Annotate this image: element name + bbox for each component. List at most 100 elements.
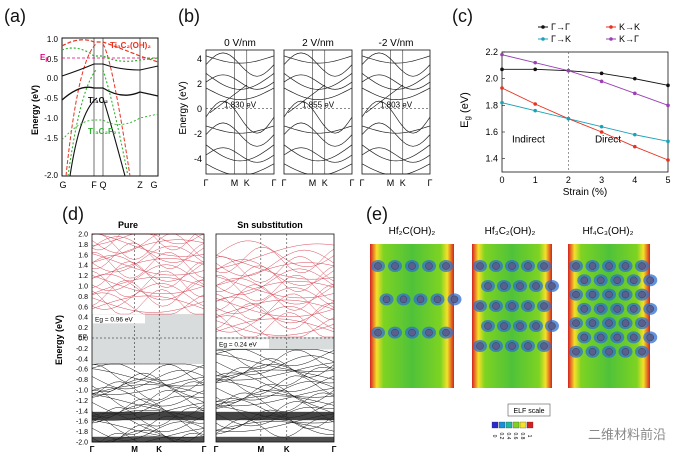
- d-conduction-band: [215, 312, 334, 338]
- atom: [508, 342, 516, 350]
- d-valence-band: [215, 392, 335, 412]
- d-conduction-band: [91, 270, 205, 298]
- c-legend-marker: [541, 25, 545, 29]
- d-ytick: -2.0: [76, 440, 88, 447]
- d-ytick: 0.8: [78, 294, 88, 301]
- atom: [572, 348, 580, 356]
- d-valence-band: [91, 384, 205, 395]
- d-valence-band: [215, 388, 335, 407]
- b-band: [361, 87, 431, 100]
- elf-scale-swatch: [512, 421, 520, 429]
- d-gap-label-bg: [93, 314, 145, 324]
- b-ytick: 0: [197, 104, 202, 114]
- d-ytick: -1.2: [76, 398, 88, 405]
- b-xtick: Γ: [428, 178, 433, 188]
- c-point: [566, 116, 571, 121]
- b-subplot-title: 0 V/nm: [224, 38, 256, 49]
- d-xtick: Γ: [332, 445, 337, 454]
- d-ef-label: EF: [78, 334, 87, 341]
- d-dense-bands: [92, 436, 204, 442]
- panel-label-e: (e): [366, 204, 388, 224]
- d-conduction-band: [215, 318, 335, 333]
- d-xtick: K: [284, 445, 290, 454]
- atom: [508, 302, 516, 310]
- atom: [588, 290, 597, 299]
- c-xtick: 3: [599, 175, 604, 185]
- d-ytick: 0.4: [78, 315, 88, 322]
- d-left-title: Pure: [118, 220, 138, 230]
- d-valence-band: [215, 395, 335, 406]
- panel-c: (c) Eg (eV) 1.4 1.6 1.8 2.0 2.2 0 1 2 3 4 5 Strain …: [440, 0, 681, 200]
- elf-scale-swatch: [526, 421, 534, 429]
- panel-label-a: (a): [4, 6, 26, 26]
- b-band: [361, 125, 431, 134]
- b-band: [205, 144, 275, 162]
- d-valence-band: [91, 395, 205, 415]
- b-xtick: K: [322, 178, 328, 188]
- b-band: [283, 52, 353, 77]
- b-band: [283, 147, 353, 163]
- b-xtick: Γ: [282, 178, 287, 188]
- d-ytick: -1.6: [76, 419, 88, 426]
- d-frame: [91, 233, 205, 443]
- d-conduction-band: [91, 283, 205, 310]
- a-ef-label: EF: [40, 53, 49, 64]
- d-ytick: 2.0: [78, 232, 88, 239]
- b-band: [361, 163, 431, 175]
- atom: [476, 302, 484, 310]
- a-xtick: Q: [99, 180, 106, 190]
- elf-scale-swatch: [491, 421, 499, 429]
- b-band: [361, 144, 431, 162]
- d-conduction-band: [215, 302, 335, 330]
- d-xtick: M: [131, 445, 138, 454]
- atom: [621, 262, 630, 270]
- atom: [408, 262, 416, 270]
- b-xtick: Γ: [272, 178, 277, 188]
- c-ytick: 2.0: [485, 74, 498, 84]
- d-valence-band: [215, 349, 335, 367]
- a-ytick: -2.0: [44, 171, 58, 180]
- b-band: [283, 122, 353, 147]
- d-valence-band: [215, 389, 335, 409]
- d-valence-band: [215, 358, 335, 378]
- d-valence-band: [91, 368, 205, 387]
- atom: [484, 322, 492, 330]
- b-band: [283, 125, 353, 134]
- atom: [492, 302, 500, 310]
- atom: [630, 305, 638, 313]
- c-series-line: [501, 102, 669, 142]
- c-series-line: [501, 87, 669, 161]
- d-ytick: -1.0: [76, 388, 88, 395]
- atom: [638, 290, 646, 299]
- d-conduction-band: [91, 253, 205, 276]
- d-conduction-band: [92, 233, 205, 245]
- d-ytick: 0.6: [78, 304, 88, 311]
- c-legend-marker: [609, 25, 613, 29]
- d-conduction-band: [215, 293, 335, 320]
- d-valence-band: [91, 407, 205, 427]
- b-band: [205, 163, 275, 175]
- b-band: [283, 73, 353, 90]
- c-point: [533, 67, 537, 72]
- atom: [516, 322, 524, 330]
- a-ytick: 0.0: [47, 74, 59, 83]
- d-valence-band: [215, 421, 335, 432]
- c-point: [633, 144, 637, 149]
- atom: [638, 262, 646, 270]
- b-gap-arrow: [287, 84, 325, 113]
- atom: [391, 328, 399, 337]
- atom: [524, 262, 532, 270]
- b-band: [283, 87, 353, 100]
- c-legend-label: Γ→Γ: [551, 22, 570, 32]
- atom: [548, 282, 556, 290]
- b-xtick: Γ: [360, 178, 365, 188]
- d-valence-band: [91, 378, 205, 398]
- atom: [605, 348, 613, 356]
- d-ytick: -0.6: [76, 367, 88, 374]
- atom: [597, 305, 605, 313]
- d-dense-bands: [216, 411, 334, 421]
- c-point: [599, 71, 604, 76]
- b-xtick: K: [400, 178, 406, 188]
- d-conduction-band: [215, 259, 335, 286]
- atom: [500, 322, 508, 330]
